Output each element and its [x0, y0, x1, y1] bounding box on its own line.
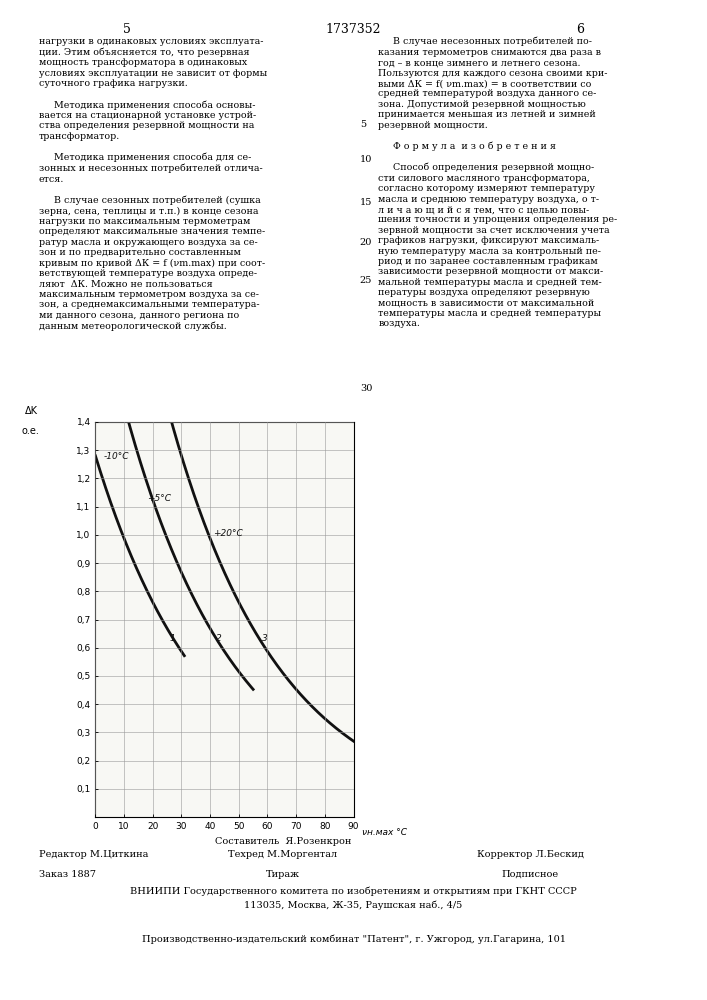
- Text: нагрузки в одинаковых условиях эксплуата-
ции. Этим объясняется то, что резервна: нагрузки в одинаковых условиях эксплуата…: [39, 37, 267, 331]
- Text: 3: 3: [262, 634, 267, 643]
- Text: νн.мах °C: νн.мах °C: [362, 828, 407, 837]
- Text: 25: 25: [360, 276, 373, 285]
- Text: 30: 30: [360, 384, 373, 393]
- Text: Составитель  Я.Розенкрон: Составитель Я.Розенкрон: [215, 837, 351, 846]
- Text: 113035, Москва, Ж-35, Раушская наб., 4/5: 113035, Москва, Ж-35, Раушская наб., 4/5: [245, 900, 462, 910]
- Text: о.е.: о.е.: [22, 426, 40, 436]
- Text: Корректор Л.Бескид: Корректор Л.Бескид: [477, 850, 584, 859]
- Text: 1: 1: [170, 634, 176, 643]
- Text: 5: 5: [123, 23, 132, 36]
- Text: Тираж: Тираж: [266, 870, 300, 879]
- Text: 5: 5: [360, 120, 366, 129]
- Text: ВНИИПИ Государственного комитета по изобретениям и открытиям при ГКНТ СССР: ВНИИПИ Государственного комитета по изоб…: [130, 887, 577, 896]
- Text: Техред М.Моргентал: Техред М.Моргентал: [228, 850, 337, 859]
- Text: Подписное: Подписное: [502, 870, 559, 879]
- Text: 20: 20: [360, 238, 373, 247]
- Text: -10°C: -10°C: [104, 452, 129, 461]
- Text: +5°C: +5°C: [147, 494, 171, 503]
- Text: 2: 2: [216, 634, 221, 643]
- Text: ΔK: ΔK: [25, 406, 37, 416]
- Text: Редактор М.Циткина: Редактор М.Циткина: [39, 850, 148, 859]
- Text: 6: 6: [575, 23, 584, 36]
- Text: В случае несезонных потребителей по-
казания термометров снимаются два раза в
го: В случае несезонных потребителей по- каз…: [378, 37, 617, 328]
- Text: 15: 15: [360, 198, 373, 207]
- Text: 10: 10: [360, 155, 373, 164]
- Text: 1737352: 1737352: [326, 23, 381, 36]
- Text: +20°C: +20°C: [213, 529, 243, 538]
- Text: Заказ 1887: Заказ 1887: [39, 870, 96, 879]
- Text: Производственно-издательский комбинат "Патент", г. Ужгород, ул.Гагарина, 101: Производственно-издательский комбинат "П…: [141, 935, 566, 944]
